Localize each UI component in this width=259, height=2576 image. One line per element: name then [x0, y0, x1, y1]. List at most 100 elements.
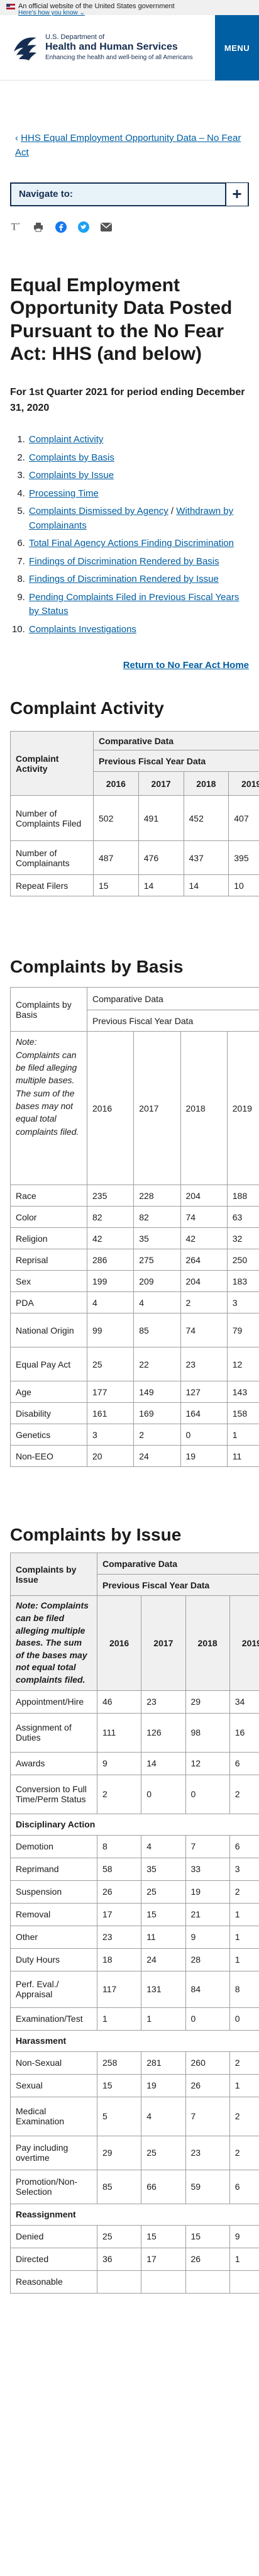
- cell-value: 66: [141, 2169, 186, 2204]
- cell-value: 15: [141, 1902, 186, 1926]
- menu-button[interactable]: MENU: [215, 15, 259, 81]
- table-cell: 35: [133, 1227, 181, 1250]
- hhs-logo[interactable]: U.S. Department of Health and Human Serv…: [0, 33, 193, 63]
- toc-link[interactable]: Processing Time: [29, 488, 99, 499]
- year-header: 2019: [228, 771, 259, 796]
- toc-link[interactable]: Complaints by Issue: [29, 470, 114, 481]
- row-label: Promotion/Non-Selection: [10, 2169, 97, 2204]
- year-header: 2019: [226, 1031, 259, 1186]
- us-flag-icon: [6, 3, 15, 9]
- table-cell: 395: [228, 840, 259, 876]
- text-size-icon[interactable]: T+: [11, 220, 21, 233]
- cell-value: 17: [96, 1902, 142, 1926]
- expand-plus-icon[interactable]: +: [225, 182, 248, 206]
- toc-link[interactable]: Total Final Agency Actions Finding Discr…: [29, 538, 234, 549]
- toc-link[interactable]: Findings of Discrimination Rendered by I…: [29, 574, 219, 585]
- table-cell: 204: [180, 1185, 228, 1207]
- table-cell: 74: [180, 1206, 228, 1229]
- table-row: Number of Complainants 487 476 437 395: [10, 840, 259, 876]
- breadcrumb-link[interactable]: HHS Equal Employment Opportunity Data – …: [15, 133, 241, 159]
- cell-value: 19: [141, 2073, 186, 2097]
- table-row: Conversion to Full Time/Perm Status 2 0 0 2: [10, 1774, 259, 1814]
- cell-value: 58: [96, 1857, 142, 1881]
- toc-link[interactable]: Complaints Dismissed by Agency: [29, 506, 168, 517]
- table-row: Medical Examination 5 4 7 2: [10, 2096, 259, 2136]
- comparative-header: Comparative Data: [93, 731, 259, 751]
- cell-value: [96, 2270, 142, 2294]
- cell-value: 23: [141, 1690, 186, 1714]
- table-cell: Sex: [10, 1270, 87, 1293]
- cell-value: 6: [229, 1834, 259, 1858]
- cell-value: 26: [185, 2073, 230, 2097]
- table-cell: 63: [226, 1206, 259, 1229]
- row-label: Removal: [10, 1902, 97, 1926]
- toc-link[interactable]: Complaints Investigations: [29, 623, 136, 635]
- cell-value: 18: [96, 1948, 142, 1971]
- table-cell: Color: [10, 1206, 87, 1229]
- toc-link[interactable]: Pending Complaints Filed in Previous Fis…: [29, 591, 240, 617]
- cell-value: 1: [229, 1925, 259, 1949]
- table-cell: Number of Complainants: [10, 840, 94, 876]
- comparative-header: Comparative Data: [97, 1553, 259, 1575]
- complaint-activity-table-wrap[interactable]: Complaint Activity Comparative Data Prev…: [10, 731, 259, 897]
- cell-value: 36: [96, 2247, 142, 2271]
- cell-value: 0: [185, 2007, 230, 2031]
- table-cell: 164: [180, 1402, 228, 1425]
- facebook-icon[interactable]: [55, 221, 67, 233]
- row-label: Examination/Test: [10, 2007, 97, 2031]
- table-cell: 127: [180, 1381, 228, 1403]
- cell-value: 1: [229, 2073, 259, 2097]
- row-label: Suspension: [10, 1880, 97, 1904]
- print-icon[interactable]: [33, 221, 44, 233]
- twitter-icon[interactable]: [78, 221, 89, 233]
- table-cell: 275: [133, 1249, 181, 1271]
- table-cell: 82: [133, 1206, 181, 1229]
- row-label: Non-Sexual: [10, 2051, 97, 2075]
- table-row: Non-EEO 20 24 19 11: [10, 1445, 259, 1468]
- toc-link[interactable]: Complaint Activity: [29, 434, 104, 445]
- toc-link[interactable]: Findings of Discrimination Rendered by B…: [29, 555, 219, 567]
- complaint-activity-table: Complaint Activity Comparative Data Prev…: [10, 731, 259, 897]
- table-row: Number of Complaints Filed 502 491 452 407: [10, 795, 259, 842]
- breadcrumb[interactable]: ‹ HHS Equal Employment Opportunity Data …: [15, 133, 241, 159]
- cell-value: [185, 2270, 230, 2294]
- cell-value: 1: [229, 2247, 259, 2271]
- table-row: Assignment of Duties 111 126 98 16: [10, 1712, 259, 1753]
- cell-value: 11: [141, 1925, 186, 1949]
- toc-link[interactable]: Complaints by Basis: [29, 452, 114, 463]
- cell-value: 281: [141, 2051, 186, 2075]
- table-of-contents: Complaint Activity Complaints by Basis C…: [28, 431, 249, 638]
- complaints-by-issue-table-wrap[interactable]: Complaints by Issue Comparative Data Pre…: [10, 1553, 259, 2294]
- toc-item: Complaints by Issue: [28, 467, 249, 485]
- cell-value: 24: [141, 1948, 186, 1971]
- table-cell: National Origin: [10, 1313, 87, 1348]
- toc-item: Total Final Agency Actions Finding Discr…: [28, 535, 249, 553]
- email-icon[interactable]: [101, 221, 112, 233]
- toc-item: Findings of Discrimination Rendered by I…: [28, 571, 249, 589]
- toc-link[interactable]: Withdrawn by Complainants: [29, 506, 234, 531]
- cell-value: 2: [229, 2096, 259, 2136]
- table-cell: 143: [226, 1381, 259, 1403]
- group-label: Harassment: [10, 2029, 259, 2052]
- site-header: U.S. Department of Health and Human Serv…: [0, 15, 259, 81]
- table-row: Equal Pay Act 25 22 23 12: [10, 1347, 259, 1382]
- table-row: Examination/Test 1 1 0 0: [10, 2007, 259, 2031]
- cell-value: 8: [229, 1970, 259, 2008]
- table-row: Reasonable: [10, 2270, 259, 2294]
- page-subtitle: For 1st Quarter 2021 for period ending D…: [10, 386, 245, 413]
- complaints-by-basis-table-wrap[interactable]: Complaints by Basis Comparative Data Pre…: [10, 987, 259, 1468]
- return-home-link[interactable]: Return to No Fear Act Home: [123, 660, 249, 671]
- heres-how-you-know-link[interactable]: Here's how you know ⌄: [18, 9, 85, 16]
- row-label: Other: [10, 1925, 97, 1949]
- cell-value: 1: [96, 2007, 142, 2031]
- cell-value: 25: [96, 2224, 142, 2248]
- cell-value: 15: [96, 2073, 142, 2097]
- cell-value: 28: [185, 1948, 230, 1971]
- cell-value: 1: [141, 2007, 186, 2031]
- table-cell: 3: [226, 1291, 259, 1314]
- navigate-to-accordion[interactable]: Navigate to: +: [10, 182, 249, 206]
- table-cell: 42: [86, 1227, 135, 1250]
- row-label: Conversion to Full Time/Perm Status: [10, 1774, 97, 1814]
- table-cell: 24: [133, 1445, 181, 1468]
- previous-header: Previous Fiscal Year Data: [97, 1574, 259, 1597]
